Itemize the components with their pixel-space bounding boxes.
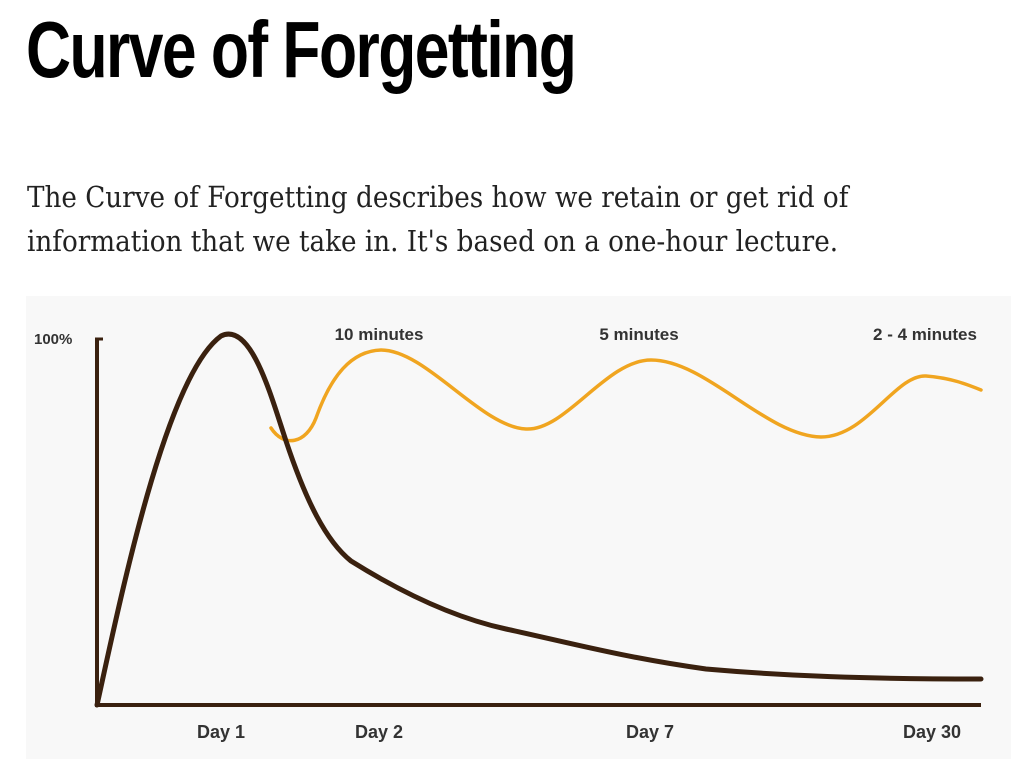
chart-panel: 100% Day 1 Day 2 Day 7 Day 30 10 minutes… xyxy=(26,296,1011,759)
annotation-2-4-minutes: 2 - 4 minutes xyxy=(873,325,977,344)
annotations: 10 minutes 5 minutes 2 - 4 minutes xyxy=(335,325,977,344)
review-curve-line xyxy=(269,348,983,443)
x-tick-label-day-1: Day 1 xyxy=(197,722,245,742)
y-axis-label: 100% xyxy=(34,331,72,348)
forgetting-curve-chart: 100% Day 1 Day 2 Day 7 Day 30 10 minutes… xyxy=(34,325,984,742)
y-axis: 100% xyxy=(34,331,103,706)
x-axis: Day 1 Day 2 Day 7 Day 30 xyxy=(95,703,981,742)
forgetting-curve-line xyxy=(94,331,984,708)
annotation-10-minutes: 10 minutes xyxy=(335,325,424,344)
x-tick-label-day-7: Day 7 xyxy=(626,722,674,742)
x-tick-label-day-2: Day 2 xyxy=(355,722,403,742)
page-title: Curve of Forgetting xyxy=(26,5,577,94)
intro-paragraph: The Curve of Forgetting describes how we… xyxy=(27,181,849,258)
annotation-5-minutes: 5 minutes xyxy=(599,325,678,344)
x-tick-label-day-30: Day 30 xyxy=(903,722,961,742)
